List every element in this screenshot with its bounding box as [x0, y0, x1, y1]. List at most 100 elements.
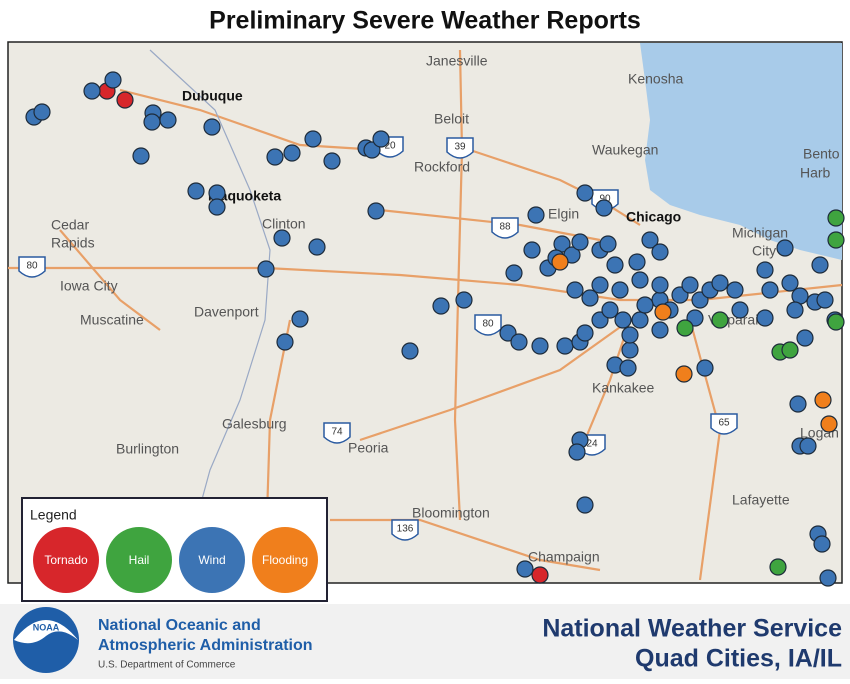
report-dot	[814, 391, 832, 409]
report-dot	[576, 184, 594, 202]
report-dot	[116, 91, 134, 109]
place-label: Kankakee	[592, 380, 654, 396]
place-label: Janesville	[426, 53, 488, 69]
place-label: Dubuque	[182, 88, 243, 104]
highway-shield	[446, 137, 474, 159]
place-label: Maquoketa	[208, 188, 281, 204]
report-dot	[631, 311, 649, 329]
report-dots	[25, 71, 845, 587]
report-dot	[599, 235, 617, 253]
agency-name: Atmospheric Administration	[98, 637, 313, 654]
legend-label: Tornado	[44, 553, 88, 567]
place-label: Peoria	[348, 440, 389, 456]
highway-number: 136	[397, 524, 414, 535]
legend: Legend Tornado Hail Wind Flooding	[21, 497, 328, 602]
agency-name: National Oceanic and	[98, 617, 261, 634]
report-dot	[273, 229, 291, 247]
report-dot	[628, 253, 646, 271]
report-dot	[820, 415, 838, 433]
legend-swatch	[179, 527, 245, 593]
legend-swatch	[252, 527, 318, 593]
report-dot	[781, 341, 799, 359]
legend-label: Hail	[129, 553, 150, 567]
report-dot	[651, 243, 669, 261]
place-label: Beloit	[434, 111, 469, 127]
noaa-logo-wave	[14, 620, 78, 644]
place-label: Harb	[800, 165, 831, 181]
map: Janesville Kenosha Dubuque Beloit Waukegan Ro…	[7, 41, 845, 587]
report-dot	[641, 231, 659, 249]
report-dot	[827, 231, 845, 249]
report-dot	[811, 256, 829, 274]
report-dot	[591, 276, 609, 294]
place-label: Bento	[803, 146, 840, 162]
highway-shields: 80 39 20 90 88 80 74 24 65 136	[18, 136, 738, 541]
report-dot	[827, 209, 845, 227]
place-label: Chicago	[626, 209, 681, 225]
highway-number: 20	[384, 141, 396, 152]
report-dot	[523, 241, 541, 259]
highway-number: 65	[718, 418, 730, 429]
report-dot	[187, 182, 205, 200]
report-dot	[676, 319, 694, 337]
report-dot	[756, 309, 774, 327]
place-label: Lafayette	[732, 492, 790, 508]
office-name: Quad Cities, IA/IL	[635, 645, 842, 673]
service-name: National Weather Service	[542, 615, 842, 643]
report-dot	[571, 233, 589, 251]
report-dot	[675, 365, 693, 383]
report-dot	[761, 281, 779, 299]
report-dot	[531, 566, 549, 584]
report-dot	[781, 274, 799, 292]
report-dot	[789, 395, 807, 413]
report-dot	[505, 264, 523, 282]
report-dot	[636, 296, 654, 314]
report-dot	[654, 303, 672, 321]
report-dot	[614, 311, 632, 329]
report-dot	[363, 141, 381, 159]
report-dot	[143, 113, 161, 131]
report-dot	[756, 261, 774, 279]
place-label: Burlington	[116, 441, 179, 457]
report-dot	[266, 148, 284, 166]
noaa-logo	[13, 607, 79, 673]
report-dot	[827, 313, 845, 331]
report-dot	[304, 130, 322, 148]
highway-number: 80	[26, 261, 38, 272]
place-label: Cedar	[51, 217, 89, 233]
report-dot	[401, 342, 419, 360]
place-label: Champaign	[528, 549, 600, 565]
highway-number: 39	[454, 142, 466, 153]
highway-shield	[323, 422, 351, 444]
department: U.S. Department of Commerce	[98, 660, 236, 671]
report-dot	[696, 359, 714, 377]
report-dot	[619, 359, 637, 377]
place-label: Rockford	[414, 159, 470, 175]
place-label: Michigan	[732, 225, 788, 241]
report-dot	[291, 310, 309, 328]
report-dot	[516, 560, 534, 578]
report-dot	[132, 147, 150, 165]
report-dot	[566, 281, 584, 299]
place-label: Clinton	[262, 216, 306, 232]
report-dot	[711, 311, 729, 329]
report-dot	[568, 443, 586, 461]
lake-michigan	[640, 43, 842, 260]
report-dot	[769, 558, 787, 576]
report-dot	[455, 291, 473, 309]
report-dot	[813, 535, 831, 553]
report-dot	[33, 103, 51, 121]
legend-label: Flooding	[262, 553, 308, 567]
report-dot	[576, 496, 594, 514]
place-label: Iowa City	[60, 278, 118, 294]
place-label: Rapids	[51, 235, 95, 251]
report-dot	[308, 238, 326, 256]
report-dot	[601, 301, 619, 319]
report-dot	[432, 297, 450, 315]
noaa-logo-text: NOAA	[33, 622, 60, 632]
place-label: Elgin	[548, 206, 579, 222]
highway-number: 90	[599, 194, 611, 205]
report-dot	[581, 289, 599, 307]
report-dot	[104, 71, 122, 89]
report-dot	[159, 111, 177, 129]
